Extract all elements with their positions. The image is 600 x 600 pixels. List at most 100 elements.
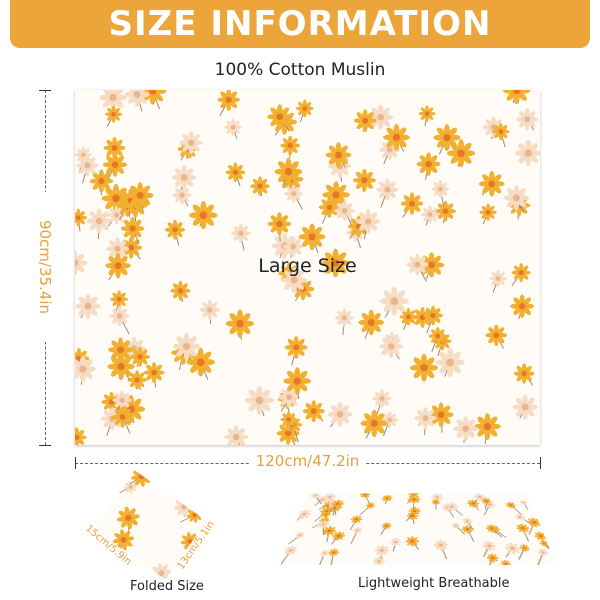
flower-pattern	[274, 157, 303, 186]
folded-caption: Folded Size	[130, 579, 204, 594]
large-size-label: Large Size	[258, 255, 357, 277]
flower-pattern	[284, 184, 303, 203]
flower-pattern	[334, 200, 355, 221]
flower-pattern	[511, 263, 531, 283]
flower-pattern	[321, 248, 350, 278]
flower-pattern	[107, 352, 135, 381]
flower-pattern	[418, 105, 436, 123]
flower-pattern	[435, 347, 465, 378]
flower-pattern	[124, 90, 150, 108]
flower-pattern	[225, 309, 255, 338]
flower-pattern	[231, 223, 251, 244]
flower-pattern	[489, 269, 507, 288]
flower-pattern	[406, 253, 429, 276]
flower-pattern	[514, 139, 540, 167]
flower-pattern	[376, 178, 399, 201]
height-label: 90cm/35.4in	[36, 192, 54, 342]
flower-pattern	[75, 293, 101, 319]
flower-pattern	[105, 252, 131, 279]
flower-pattern	[101, 183, 131, 213]
flower-pattern	[179, 131, 203, 155]
flower-pattern	[86, 208, 112, 234]
flower-pattern	[433, 124, 461, 152]
flower-pattern	[112, 529, 135, 551]
flower-pattern	[123, 480, 138, 494]
flower-pattern	[224, 425, 249, 445]
dimension-cap	[39, 90, 51, 91]
flower-pattern	[75, 427, 87, 445]
breathable-blanket-image	[278, 475, 557, 575]
title-banner: SIZE INFORMATION	[10, 0, 590, 48]
flower-pattern	[280, 135, 301, 156]
breathable-caption: Lightweight Breathable	[358, 576, 510, 591]
flower-pattern	[295, 99, 314, 118]
dimension-cap	[39, 445, 51, 446]
flower-pattern	[516, 108, 539, 131]
title: SIZE INFORMATION	[108, 4, 492, 44]
flower-pattern	[89, 169, 114, 193]
flower-pattern	[172, 332, 201, 361]
dimension-cap	[540, 457, 541, 469]
flower-pattern	[283, 367, 311, 395]
flower-pattern	[317, 520, 330, 529]
flower-pattern	[76, 154, 99, 177]
flower-pattern	[381, 522, 392, 530]
flower-pattern	[379, 334, 403, 359]
flower-pattern	[298, 223, 326, 251]
flower-pattern	[111, 406, 134, 428]
flower-pattern	[189, 200, 218, 230]
flower-pattern	[267, 212, 292, 236]
blanket-image	[75, 90, 540, 445]
flower-pattern	[104, 105, 123, 123]
flower-pattern	[116, 506, 140, 530]
flower-pattern	[512, 394, 538, 420]
flower-pattern	[109, 306, 130, 327]
flower-pattern	[410, 353, 439, 382]
flower-pattern	[244, 385, 274, 415]
flower-pattern	[515, 523, 530, 533]
flower-pattern	[478, 171, 505, 197]
flower-pattern	[400, 192, 424, 215]
flower-pattern	[356, 209, 381, 234]
flower-pattern	[372, 389, 392, 409]
flower-pattern	[352, 168, 376, 192]
flower-pattern	[414, 407, 437, 430]
flower-pattern	[428, 326, 447, 346]
flower-pattern	[102, 152, 128, 177]
flower-pattern	[416, 152, 441, 177]
flower-pattern	[75, 355, 97, 383]
flower-pattern	[224, 118, 242, 137]
flower-pattern	[217, 90, 240, 112]
flower-pattern	[75, 208, 88, 227]
flower-pattern	[186, 347, 215, 377]
flower-pattern	[513, 363, 535, 384]
flower-pattern	[129, 346, 151, 367]
flower-pattern	[358, 309, 385, 336]
flower-pattern	[112, 390, 132, 410]
flower-pattern	[503, 184, 530, 211]
flower-pattern	[126, 182, 154, 209]
flower-pattern	[327, 402, 353, 427]
flower-pattern	[479, 203, 497, 222]
flower-pattern	[143, 361, 165, 384]
flower-pattern	[383, 123, 410, 151]
flower-pattern	[302, 400, 325, 423]
flower-pattern	[75, 250, 88, 276]
flower-pattern	[510, 294, 535, 319]
flower-pattern	[379, 286, 409, 316]
flower-pattern	[435, 200, 456, 222]
flower-pattern	[225, 162, 246, 183]
flower-pattern	[451, 522, 461, 529]
flower-pattern	[485, 524, 498, 533]
flower-pattern	[423, 305, 443, 326]
flower-pattern	[164, 219, 186, 240]
flower-pattern	[120, 216, 145, 241]
flower-pattern	[199, 299, 220, 321]
flower-pattern	[503, 90, 531, 105]
flower-pattern	[281, 267, 308, 294]
flower-pattern	[322, 181, 350, 209]
flower-pattern	[325, 142, 352, 168]
flower-pattern	[453, 416, 479, 442]
flower-pattern	[250, 176, 270, 196]
flower-pattern	[353, 109, 377, 133]
